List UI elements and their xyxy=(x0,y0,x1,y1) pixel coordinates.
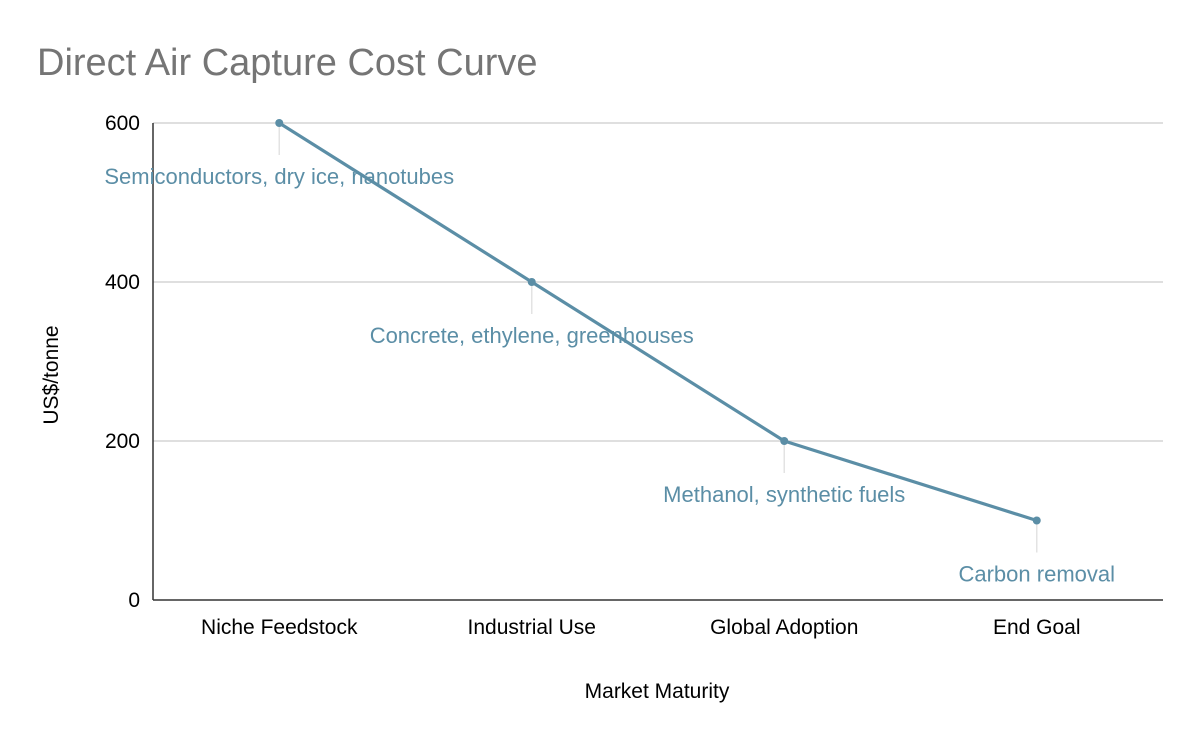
annotation-label: Concrete, ethylene, greenhouses xyxy=(370,323,694,348)
y-tick-labels: 0 200 400 600 xyxy=(105,112,140,612)
grid-lines xyxy=(153,122,1163,442)
annotation-label: Carbon removal xyxy=(958,562,1115,587)
series-line xyxy=(278,121,1038,523)
annotation-label: Methanol, synthetic fuels xyxy=(663,482,905,507)
x-axis-title: Market Maturity xyxy=(585,680,730,703)
x-tick-label: Global Adoption xyxy=(710,616,858,639)
x-tick-label: Niche Feedstock xyxy=(201,616,358,639)
x-tick-label: Industrial Use xyxy=(468,616,596,639)
y-tick-label: 600 xyxy=(105,112,140,135)
data-point xyxy=(780,437,789,445)
data-point xyxy=(1032,516,1041,525)
series-line-layer xyxy=(278,121,1038,523)
data-point xyxy=(527,278,536,286)
axes xyxy=(152,123,1163,601)
y-axis-title: US$/tonne xyxy=(40,325,63,424)
x-tick-label: End Goal xyxy=(993,616,1081,639)
data-points xyxy=(275,119,1041,525)
x-tick-labels: Niche Feedstock Industrial Use Global Adop… xyxy=(201,616,1080,639)
chart-title: Direct Air Capture Cost Curve xyxy=(37,42,538,84)
y-tick-label: 400 xyxy=(105,271,140,294)
y-tick-label: 0 xyxy=(128,589,140,612)
y-tick-label: 200 xyxy=(105,430,140,453)
data-point xyxy=(275,119,284,127)
annotation-label: Semiconductors, dry ice, nanotubes xyxy=(104,164,454,189)
annotation-leaders xyxy=(278,127,1038,553)
annotation-labels: Semiconductors, dry ice, nanotubes Concre… xyxy=(104,164,1115,587)
